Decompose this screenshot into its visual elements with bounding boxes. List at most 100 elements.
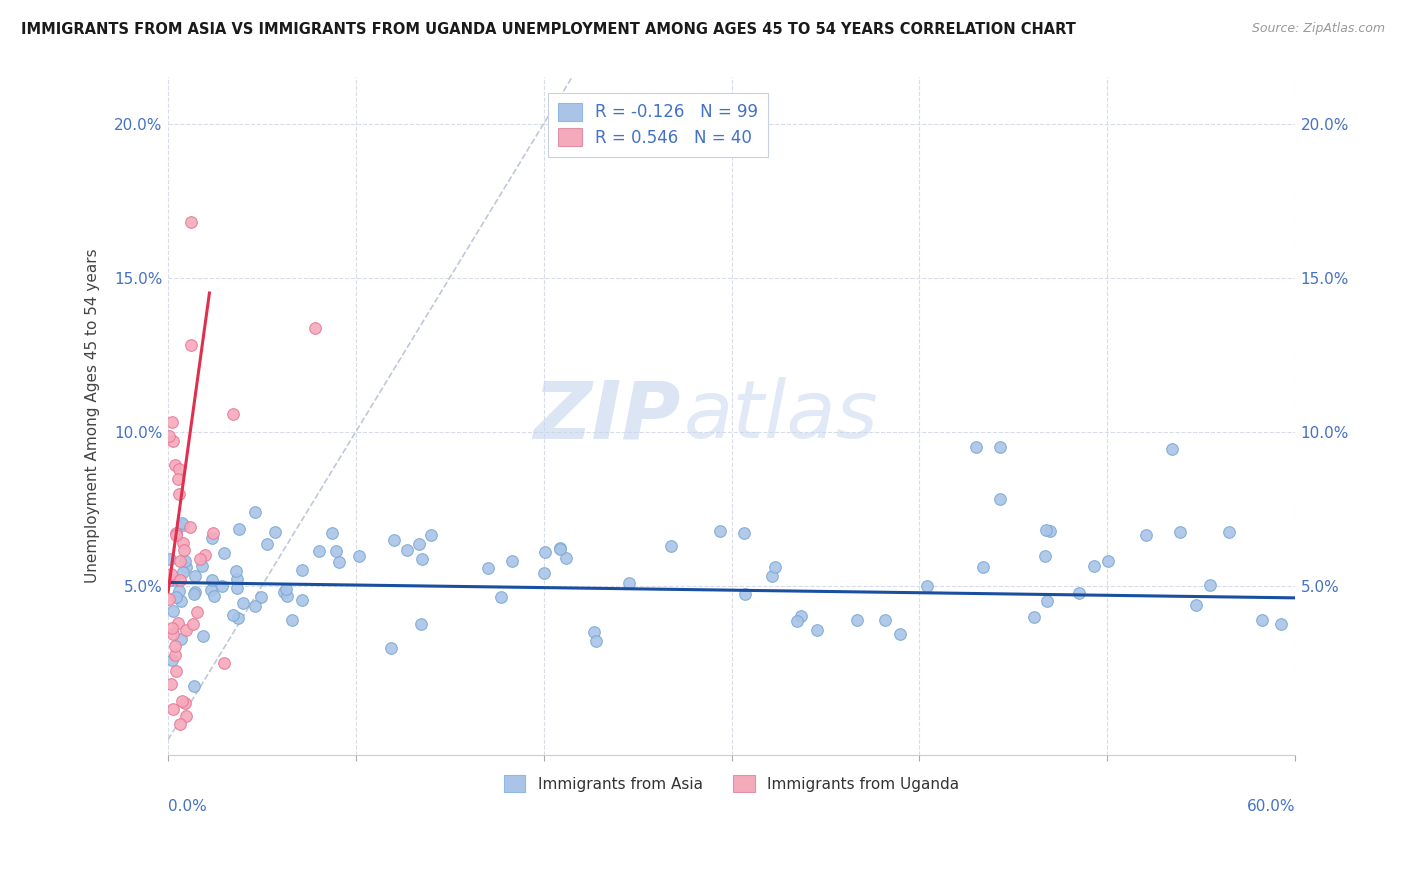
Point <box>181 616 204 631</box>
Point <box>972 559 994 574</box>
Point <box>173 543 195 558</box>
Point <box>212 546 235 560</box>
Point <box>790 608 813 623</box>
Point <box>222 607 245 622</box>
Point <box>709 524 731 538</box>
Point <box>411 617 433 632</box>
Point <box>1035 549 1057 563</box>
Point <box>990 491 1012 506</box>
Point <box>201 573 224 587</box>
Point <box>172 694 194 708</box>
Point <box>243 505 266 519</box>
Point <box>165 527 187 541</box>
Point <box>225 565 247 579</box>
Point <box>201 531 224 545</box>
Point <box>159 567 181 582</box>
Point <box>169 573 191 587</box>
Point <box>585 633 607 648</box>
Point <box>170 594 193 608</box>
Point <box>411 552 433 566</box>
Point <box>276 589 298 603</box>
Point <box>169 554 191 568</box>
Point <box>180 337 202 351</box>
Point <box>1198 578 1220 592</box>
Point <box>1185 598 1208 612</box>
Point <box>965 440 987 454</box>
Point <box>873 613 896 627</box>
Point <box>1069 586 1091 600</box>
Point <box>806 623 828 637</box>
Point <box>191 558 214 573</box>
Point <box>408 537 430 551</box>
Text: 60.0%: 60.0% <box>1246 799 1295 814</box>
Point <box>214 656 236 670</box>
Point <box>163 639 186 653</box>
Point <box>160 653 183 667</box>
Point <box>162 702 184 716</box>
Text: 0.0%: 0.0% <box>169 799 207 814</box>
Point <box>382 533 405 547</box>
Point <box>1039 524 1062 539</box>
Point <box>325 544 347 558</box>
Point <box>167 472 190 486</box>
Point <box>1270 617 1292 632</box>
Point <box>200 582 222 597</box>
Point <box>1135 528 1157 542</box>
Point <box>533 566 555 581</box>
Point <box>165 648 187 662</box>
Point <box>1161 442 1184 456</box>
Point <box>786 614 808 628</box>
Point <box>160 621 183 635</box>
Point <box>159 552 181 566</box>
Point <box>163 458 186 473</box>
Point <box>917 579 939 593</box>
Point <box>249 591 271 605</box>
Point <box>172 517 194 532</box>
Point <box>188 552 211 566</box>
Point <box>1035 523 1057 537</box>
Point <box>889 627 911 641</box>
Point <box>222 407 245 421</box>
Point <box>228 522 250 536</box>
Point <box>169 584 191 599</box>
Point <box>162 434 184 449</box>
Point <box>179 520 201 534</box>
Point <box>170 632 193 647</box>
Point <box>273 585 295 599</box>
Point <box>174 709 197 723</box>
Point <box>232 596 254 610</box>
Point <box>167 616 190 631</box>
Point <box>328 555 350 569</box>
Point <box>180 215 202 229</box>
Point <box>243 599 266 614</box>
Point <box>321 526 343 541</box>
Point <box>193 630 215 644</box>
Point <box>162 415 184 429</box>
Point <box>162 604 184 618</box>
Point <box>162 573 184 587</box>
Point <box>308 544 330 558</box>
Point <box>845 613 868 627</box>
Point <box>291 593 314 607</box>
Point <box>174 623 197 637</box>
Point <box>183 587 205 601</box>
Point <box>420 528 443 542</box>
Point <box>489 590 512 604</box>
Point <box>186 605 208 619</box>
Point <box>174 696 197 710</box>
Point <box>184 585 207 599</box>
Point <box>256 537 278 551</box>
Point <box>617 575 640 590</box>
Point <box>167 462 190 476</box>
Point <box>162 627 184 641</box>
Text: Source: ZipAtlas.com: Source: ZipAtlas.com <box>1251 22 1385 36</box>
Point <box>172 536 194 550</box>
Point <box>194 548 217 562</box>
Text: ZIP: ZIP <box>533 377 681 455</box>
Point <box>264 524 287 539</box>
Point <box>157 573 180 587</box>
Point <box>734 587 756 601</box>
Point <box>172 516 194 531</box>
Point <box>501 554 523 568</box>
Point <box>172 566 194 580</box>
